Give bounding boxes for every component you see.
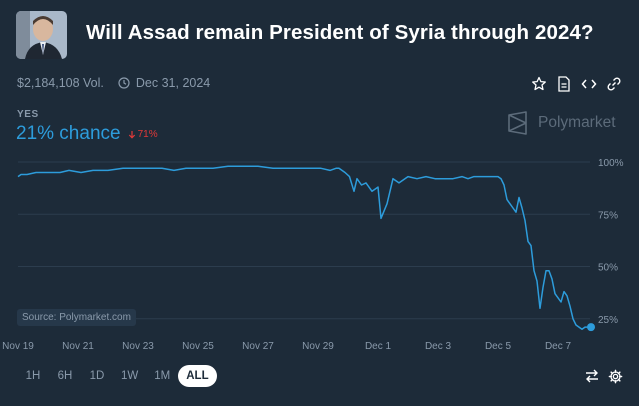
link-icon[interactable] [602, 74, 625, 94]
source-label: Source: Polymarket.com [17, 309, 136, 326]
series-line-yes [17, 165, 591, 330]
action-bar [525, 74, 625, 94]
x-tick-label: Dec 1 [364, 341, 392, 352]
x-tick-label: Nov 27 [242, 341, 274, 352]
range-6h[interactable]: 6H [57, 370, 73, 382]
range-1m[interactable]: 1M [154, 370, 171, 382]
volume: $2,184,108 Vol. [17, 76, 104, 90]
time-range-selector: 1H 6H 1D 1W 1M ALL [17, 365, 217, 387]
range-1d[interactable]: 1D [89, 370, 105, 382]
chance-row: 21% chance 71% [16, 123, 158, 145]
change-badge: 71% [128, 129, 158, 140]
range-all[interactable]: ALL [178, 365, 217, 387]
change-value: 71% [137, 129, 158, 140]
polymarket-icon [508, 111, 527, 135]
x-tick-label: Nov 19 [2, 341, 34, 352]
market-title: Will Assad remain President of Syria thr… [86, 21, 594, 44]
current-point [587, 323, 595, 332]
code-icon[interactable] [577, 74, 600, 94]
y-tick-label: 100% [598, 158, 624, 169]
x-tick-label: Nov 23 [122, 341, 154, 352]
arrow-down-icon [128, 131, 135, 139]
y-tick-label: 75% [598, 210, 618, 221]
star-icon[interactable] [527, 74, 550, 94]
x-tick-label: Dec 7 [544, 341, 572, 352]
x-tick-label: Dec 3 [424, 341, 452, 352]
swap-icon[interactable] [582, 367, 602, 385]
settings-gear-icon[interactable] [605, 367, 625, 385]
chance-value: 21% chance [16, 123, 121, 144]
polymarket-logo: Polymarket [507, 111, 616, 135]
x-tick-label: Nov 21 [62, 341, 94, 352]
market-meta: $2,184,108 Vol. Dec 31, 2024 [17, 76, 210, 90]
x-tick-label: Nov 29 [302, 341, 334, 352]
document-icon[interactable] [552, 74, 575, 94]
range-1w[interactable]: 1W [121, 370, 139, 382]
clock-icon [118, 77, 130, 89]
x-tick-label: Dec 5 [484, 341, 512, 352]
x-tick-label: Nov 25 [182, 341, 214, 352]
price-chart[interactable]: 100% 75% 50% 25% [0, 150, 639, 340]
y-tick-label: 50% [598, 263, 618, 274]
brand-name: Polymarket [538, 114, 616, 131]
end-date: Dec 31, 2024 [135, 76, 211, 90]
outcome-label: YES [17, 109, 39, 120]
range-1h[interactable]: 1H [25, 370, 41, 382]
market-image [16, 11, 67, 59]
y-tick-label: 25% [598, 315, 618, 326]
chart-tools [579, 367, 625, 385]
